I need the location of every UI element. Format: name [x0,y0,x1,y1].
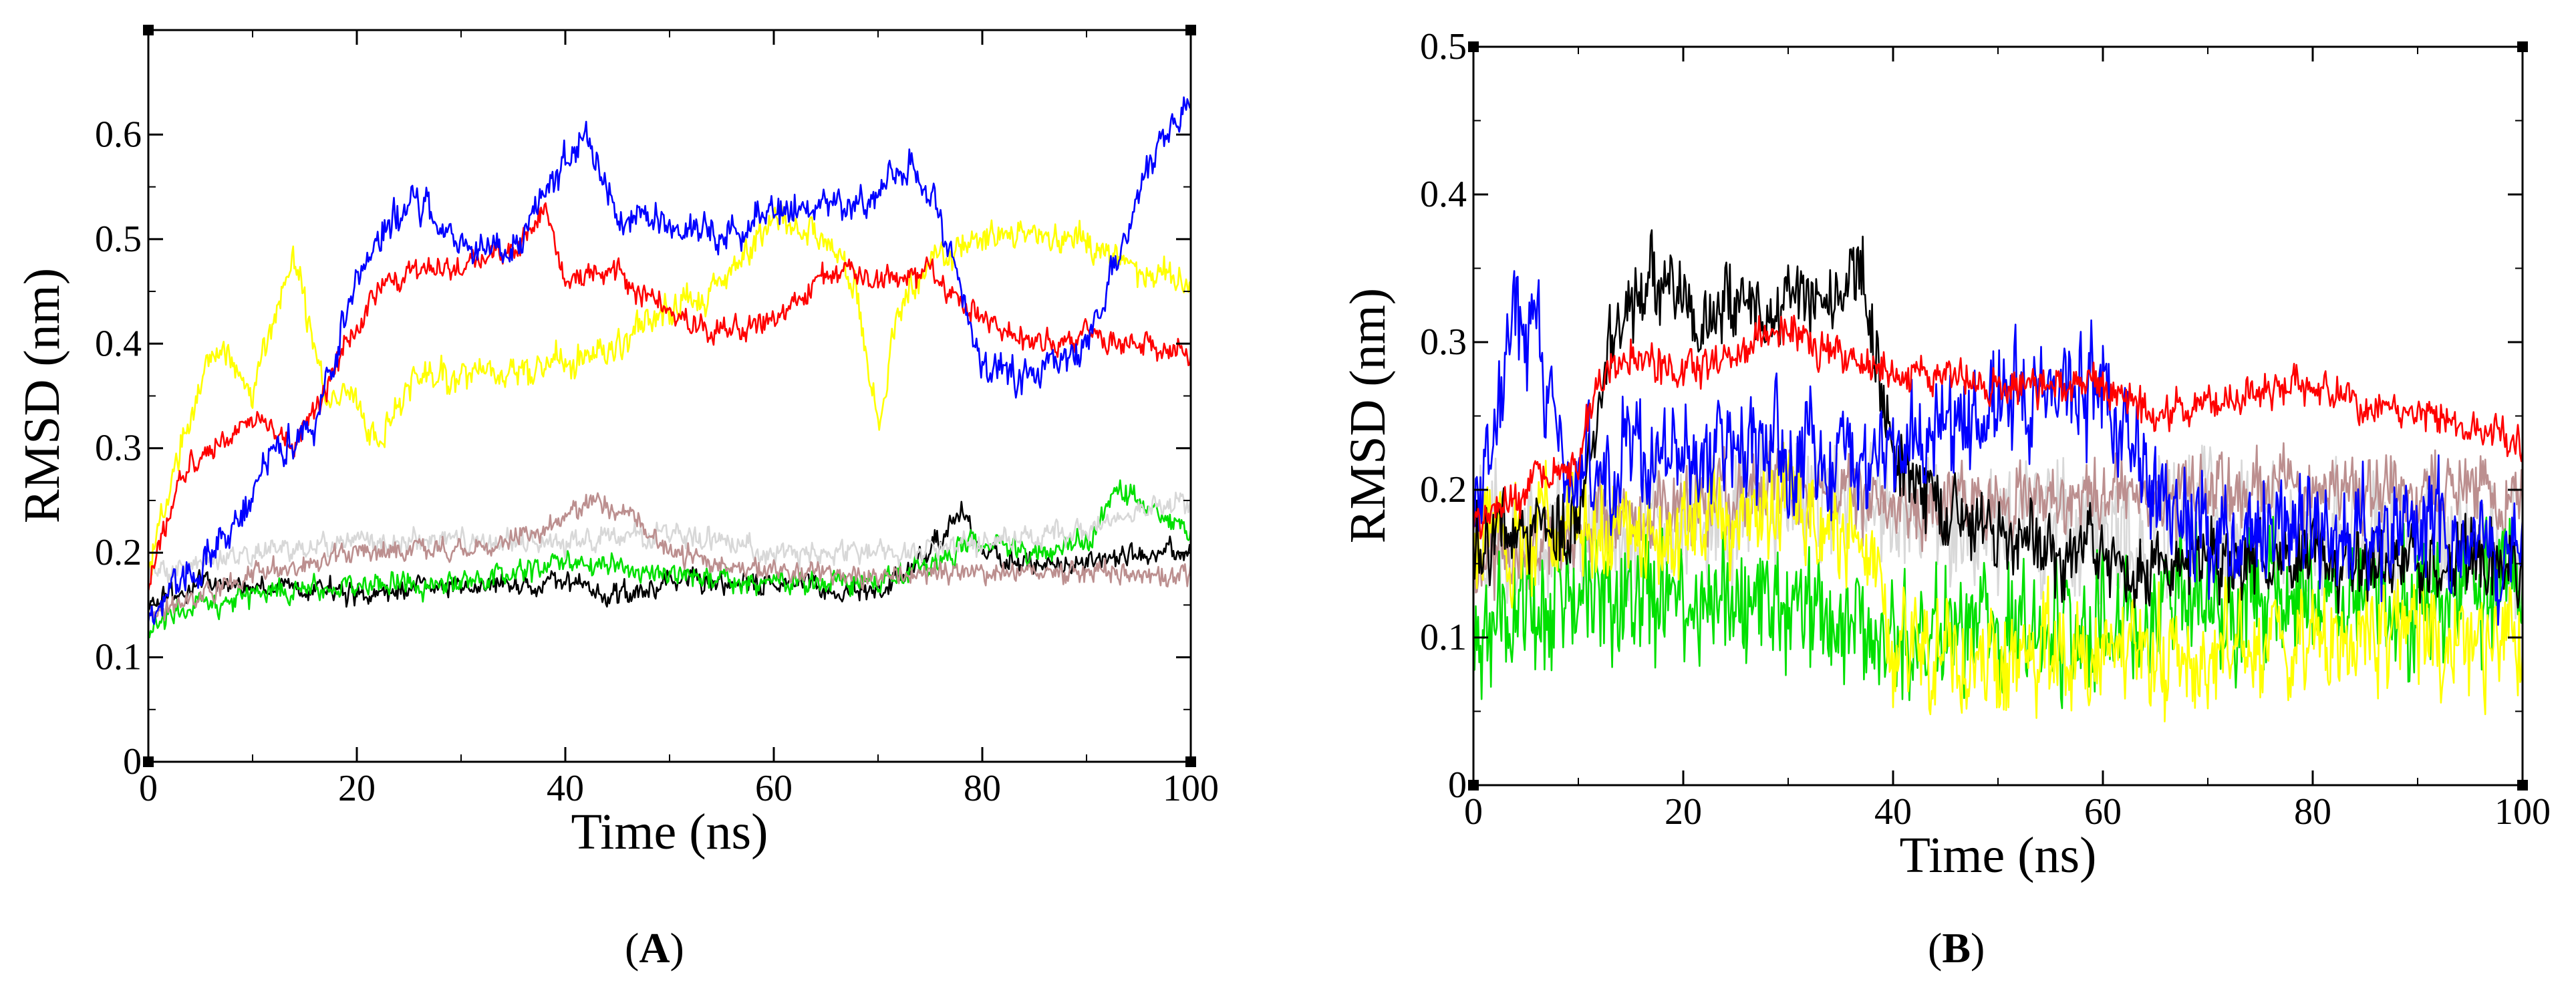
panel-b-x-tick-label: 0 [1464,791,1483,833]
panel-a-x-tick-label: 60 [755,768,793,809]
panel-a-y-tick-label: 0.3 [95,428,142,469]
panel-a-series-light-gray [147,491,1192,584]
panel-b: 0 20 40 60 80 100 0 0.1 0.2 0.3 0.4 0.5 Time (ns) R… [1340,26,2551,972]
panel-b-frame-border [1472,45,2524,787]
panel-a-series-yellow [147,202,1192,576]
panel-b-series-green [1472,515,2524,710]
panel-b-series-layer [1472,229,2524,722]
panel-b-y-tick-label: 0.3 [1420,321,1467,363]
panel-b-x-tick-label: 60 [2084,791,2122,833]
panel-b-x-tick-label: 40 [1874,791,1912,833]
panel-a-x-tick-label: 100 [1163,768,1219,809]
panel-a: 0 20 40 60 80 100 0 0.1 0.2 0.3 0.4 0.5 0.6 Time (ns… [14,25,1219,972]
panel-b-series-red [1472,315,2524,540]
panel-b-y-tick-label: 0.5 [1420,26,1467,67]
panel-a-x-tick-label: 0 [139,768,158,809]
panel-a-series-rosy-brown [148,492,1192,621]
panel-a-y-tick-label: 0.4 [95,323,142,364]
panel-b-x-tick-label: 20 [1665,791,1702,833]
panel-b-y-tick-label: 0.2 [1420,469,1467,511]
panel-a-y-axis-label: RMSD (nm) [14,268,70,523]
panel-a-axes-layer: 0 20 40 60 80 100 0 0.1 0.2 0.3 0.4 0.5 0.6 [95,25,1219,809]
panel-a-y-tick-label: 0.1 [95,637,142,678]
panel-a-caption-letter: A [639,924,670,972]
panel-a-series-green [147,479,1192,639]
panel-a-x-tick-label: 20 [338,768,376,809]
panel-a-frame-border [147,29,1192,763]
panel-a-x-tick-label: 80 [964,768,1001,809]
panel-a-series-blue [147,96,1192,625]
panel-a-series-layer [147,96,1192,639]
panel-b-caption: (B) [1928,924,1985,972]
panel-b-y-axis-label: RMSD (nm) [1340,288,1396,543]
panel-a-y-tick-label: 0.2 [95,532,142,573]
panel-a-y-tick-label: 0.6 [95,114,142,155]
panel-b-series-blue [1472,270,2524,626]
panel-a-plot-frame [147,29,1192,763]
panel-b-y-tick-label: 0.4 [1420,174,1467,215]
panel-a-y-tick-label: 0.5 [95,219,142,260]
panel-b-caption-letter: B [1942,924,1971,972]
panel-b-x-axis-label: Time (ns) [1900,827,2097,883]
panel-a-caption: (A) [625,924,684,972]
panel-b-x-tick-label: 100 [2494,791,2551,833]
panel-b-axes-layer: 0 20 40 60 80 100 0 0.1 0.2 0.3 0.4 0.5 [1420,26,2551,833]
panel-a-x-tick-label: 40 [547,768,584,809]
panel-b-x-tick-label: 80 [2294,791,2331,833]
panel-a-x-axis-label: Time (ns) [571,804,768,860]
panel-a-series-red [147,202,1192,592]
panel-b-y-tick-label: 0 [1448,764,1467,806]
panel-a-y-tick-label: 0 [123,741,142,782]
panel-b-y-tick-label: 0.1 [1420,617,1467,658]
